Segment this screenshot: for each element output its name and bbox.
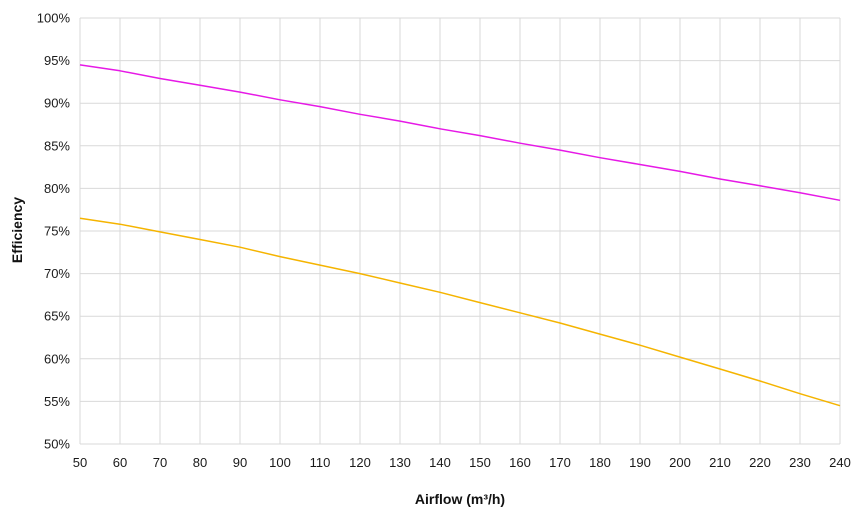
x-axis-title: Airflow (m³/h) [415,491,505,507]
x-tick-label: 70 [153,455,167,470]
x-tick-label: 120 [349,455,371,470]
x-tick-label: 200 [669,455,691,470]
x-tick-label: 150 [469,455,491,470]
grid [79,17,841,445]
y-axis-ticks: 50% 55% 60% 65% 70% 75% 80% 85% 90% 95% 100% [37,11,71,452]
x-axis-ticks: 50 60 70 80 90 100 110 120 130 140 150 160 170 180 190… [73,455,851,470]
y-tick-label: 100% [37,11,71,26]
x-tick-label: 80 [193,455,207,470]
y-tick-label: 75% [44,224,70,239]
x-tick-label: 170 [549,455,571,470]
y-tick-label: 80% [44,181,70,196]
x-tick-label: 140 [429,455,451,470]
x-tick-label: 60 [113,455,127,470]
x-tick-label: 50 [73,455,87,470]
x-tick-label: 230 [789,455,811,470]
x-tick-label: 90 [233,455,247,470]
x-tick-label: 160 [509,455,531,470]
y-tick-label: 55% [44,394,70,409]
y-tick-label: 70% [44,266,70,281]
x-tick-label: 180 [589,455,611,470]
y-tick-label: 90% [44,96,70,111]
y-tick-label: 85% [44,138,70,153]
y-axis-title: Efficiency [9,197,25,263]
y-tick-label: 95% [44,53,70,68]
x-tick-label: 110 [310,455,331,470]
x-tick-label: 210 [709,455,731,470]
series-line-1 [79,64,841,202]
y-tick-label: 65% [44,309,70,324]
series-layer [79,64,841,407]
x-tick-label: 100 [269,455,291,470]
x-tick-label: 190 [629,455,651,470]
series-line-2 [79,217,841,407]
x-tick-label: 220 [749,455,771,470]
x-tick-label: 240 [829,455,851,470]
y-tick-label: 50% [44,437,70,452]
y-tick-label: 60% [44,351,70,366]
x-tick-label: 130 [389,455,411,470]
